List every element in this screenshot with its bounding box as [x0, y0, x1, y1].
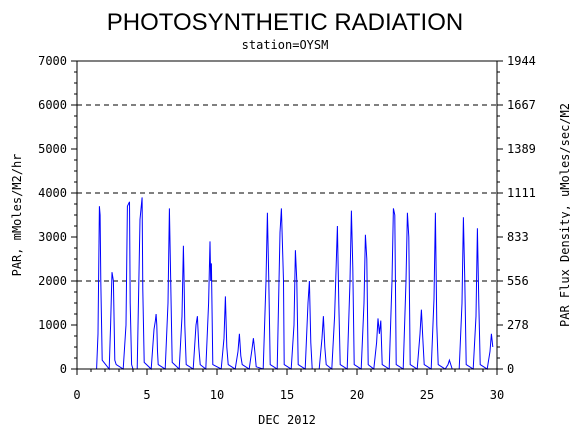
- x-tick-label-0: 0: [73, 388, 80, 402]
- x-tick-label-2: 10: [210, 388, 224, 402]
- y-tick-label-2: 2000: [38, 274, 67, 288]
- x-tick-label-5: 25: [420, 388, 434, 402]
- chart-subtitle: station=OYSM: [242, 38, 329, 52]
- x-axis-label: DEC 2012: [258, 413, 316, 427]
- y-axis-label: PAR, mMoles/M2/hr: [10, 154, 24, 277]
- y2-tick-label-0: 0: [507, 362, 514, 376]
- y2-tick-label-3: 833: [507, 230, 529, 244]
- y-tick-label-3: 3000: [38, 230, 67, 244]
- y2-tick-label-1: 278: [507, 318, 529, 332]
- y-tick-label-4: 4000: [38, 186, 67, 200]
- y-tick-label-1: 1000: [38, 318, 67, 332]
- chart-title: PHOTOSYNTHETIC RADIATION: [107, 9, 463, 36]
- y-tick-label-5: 5000: [38, 142, 67, 156]
- gridlines: [77, 104, 497, 282]
- y-tick-label-6: 6000: [38, 98, 67, 112]
- y2-tick-label-6: 1667: [507, 98, 536, 112]
- y2-tick-label-5: 1389: [507, 142, 536, 156]
- axis-ticks: 0 5 10 15 20 25 300100020003000400050006000700…: [38, 54, 536, 402]
- y2-tick-label-4: 1111: [507, 186, 536, 200]
- x-tick-label-6: 30: [490, 388, 504, 402]
- y2-tick-label-2: 556: [507, 274, 529, 288]
- series-line: [96, 197, 494, 371]
- y2-tick-label-7: 1944: [507, 54, 536, 68]
- x-tick-label-1: 5: [143, 388, 150, 402]
- x-tick-label-4: 20: [350, 388, 364, 402]
- y-tick-label-0: 0: [60, 362, 67, 376]
- x-tick-label-3: 15: [280, 388, 294, 402]
- y-tick-label-7: 7000: [38, 54, 67, 68]
- y2-axis-label: PAR Flux Density, uMoles/sec/M2: [558, 103, 570, 327]
